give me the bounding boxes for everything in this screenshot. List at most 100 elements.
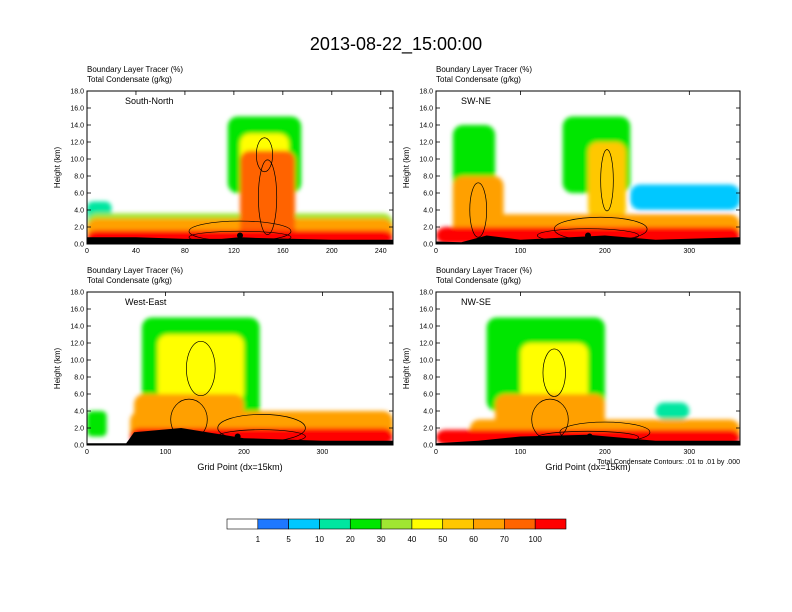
y-tick-label: 12.0 (419, 341, 433, 348)
y-tick-label: 18.0 (419, 89, 433, 96)
colorbar-label: 70 (500, 535, 509, 544)
colorbar-swatch (380, 518, 413, 530)
y-tick-label: 6.0 (74, 191, 84, 198)
x-tick-label: 0 (85, 248, 89, 255)
y-axis-label: Height (km) (402, 347, 411, 389)
colorbar-label: 30 (377, 535, 386, 544)
x-tick-label: 0 (434, 449, 438, 456)
x-tick-label: 100 (160, 449, 172, 456)
colorbar-label: 20 (346, 535, 355, 544)
colorbar-label: 10 (315, 535, 324, 544)
x-tick-label: 160 (277, 248, 289, 255)
x-tick-label: 200 (326, 248, 338, 255)
y-tick-label: 12.0 (70, 341, 84, 348)
condensate-contours (188, 137, 292, 244)
location-marker (585, 232, 591, 239)
terrain (87, 428, 393, 445)
x-tick-label: 200 (599, 248, 611, 255)
condensate-contour (553, 216, 648, 242)
y-tick-label: 6.0 (423, 191, 433, 198)
condensate-contour (469, 182, 488, 238)
colorbar-swatch (473, 518, 505, 530)
colorbar: 1 5 10 20 30 40 50 60 70 100 (226, 518, 567, 544)
panel-header: Boundary Layer Tracer (%) (87, 65, 183, 74)
x-tick-label: 100 (515, 449, 527, 456)
condensate-contour (217, 414, 306, 442)
colorbar-swatch (504, 518, 536, 530)
y-tick-label: 6.0 (423, 392, 433, 399)
tracer-region (240, 150, 296, 244)
tracer-region (655, 402, 690, 420)
condensate-contour (536, 430, 640, 444)
x-tick-label: 0 (85, 449, 89, 456)
y-tick-label: 14.0 (419, 123, 433, 130)
y-tick-label: 18.0 (70, 290, 84, 297)
panel-label: SW-NE (461, 96, 491, 106)
y-tick-label: 18.0 (419, 290, 433, 297)
figure-title: 2013-08-22_15:00:00 (310, 34, 482, 55)
colorbar-label: 50 (438, 535, 447, 544)
colorbar-swatch (442, 518, 474, 530)
x-tick-label: 200 (238, 449, 250, 456)
tracer-region (588, 142, 626, 219)
plot-frame (86, 90, 394, 245)
y-tick-label: 14.0 (70, 123, 84, 130)
x-tick-label: 40 (132, 248, 140, 255)
y-tick-label: 18.0 (70, 89, 84, 96)
y-tick-label: 10.0 (419, 157, 433, 164)
y-tick-label: 16.0 (419, 106, 433, 113)
location-marker (586, 433, 593, 440)
y-tick-label: 6.0 (74, 392, 84, 399)
y-tick-label: 8.0 (423, 174, 433, 181)
x-tick-label: 80 (181, 248, 189, 255)
y-tick-label: 16.0 (70, 307, 84, 314)
plot-frame (435, 90, 741, 245)
y-tick-label: 4.0 (74, 409, 84, 416)
tracer-region (157, 334, 244, 403)
panel-top-right: Boundary Layer Tracer (%)Total Condensat… (402, 65, 741, 255)
location-marker (237, 232, 243, 239)
condensate-contour (188, 230, 292, 244)
panel-header: Boundary Layer Tracer (%) (436, 266, 532, 275)
colorbar-swatch (349, 518, 382, 530)
y-tick-label: 4.0 (423, 208, 433, 215)
panel-header: Total Condensate (g/kg) (87, 75, 172, 84)
x-tick-label: 120 (228, 248, 240, 255)
colorbar-swatch (226, 518, 259, 530)
panel-header: Total Condensate (g/kg) (436, 276, 521, 285)
panel-header: Boundary Layer Tracer (%) (436, 65, 532, 74)
x-tick-label: 0 (434, 248, 438, 255)
x-tick-label: 100 (515, 248, 527, 255)
y-tick-label: 16.0 (70, 106, 84, 113)
condensate-contour (542, 348, 566, 397)
condensate-contour (258, 159, 278, 236)
y-tick-label: 0.0 (74, 242, 84, 249)
y-tick-label: 14.0 (419, 324, 433, 331)
condensate-contour (170, 398, 208, 441)
panel-header: Total Condensate (g/kg) (436, 75, 521, 84)
colorbar-swatch (411, 518, 444, 530)
y-tick-label: 14.0 (70, 324, 84, 331)
y-tick-label: 8.0 (74, 174, 84, 181)
condensate-contours (469, 149, 648, 243)
condensate-contour (217, 429, 306, 444)
y-tick-label: 0.0 (423, 242, 433, 249)
y-tick-label: 8.0 (423, 375, 433, 382)
y-tick-label: 2.0 (74, 225, 84, 232)
x-tick-label: 300 (683, 248, 695, 255)
tracer-region (630, 184, 740, 210)
y-tick-label: 4.0 (423, 409, 433, 416)
terrain (436, 434, 740, 445)
y-axis-label: Height (km) (402, 146, 411, 188)
colorbar-label: 60 (469, 535, 478, 544)
condensate-contour (186, 340, 216, 397)
x-axis-label: Grid Point (dx=15km) (545, 462, 630, 472)
y-tick-label: 0.0 (423, 443, 433, 450)
y-tick-label: 2.0 (74, 426, 84, 433)
y-tick-label: 0.0 (74, 443, 84, 450)
terrain (436, 235, 740, 244)
panel-bottom-left: Boundary Layer Tracer (%)Total Condensat… (53, 266, 394, 472)
condensate-contour (536, 228, 640, 243)
tracer-region (87, 411, 107, 437)
